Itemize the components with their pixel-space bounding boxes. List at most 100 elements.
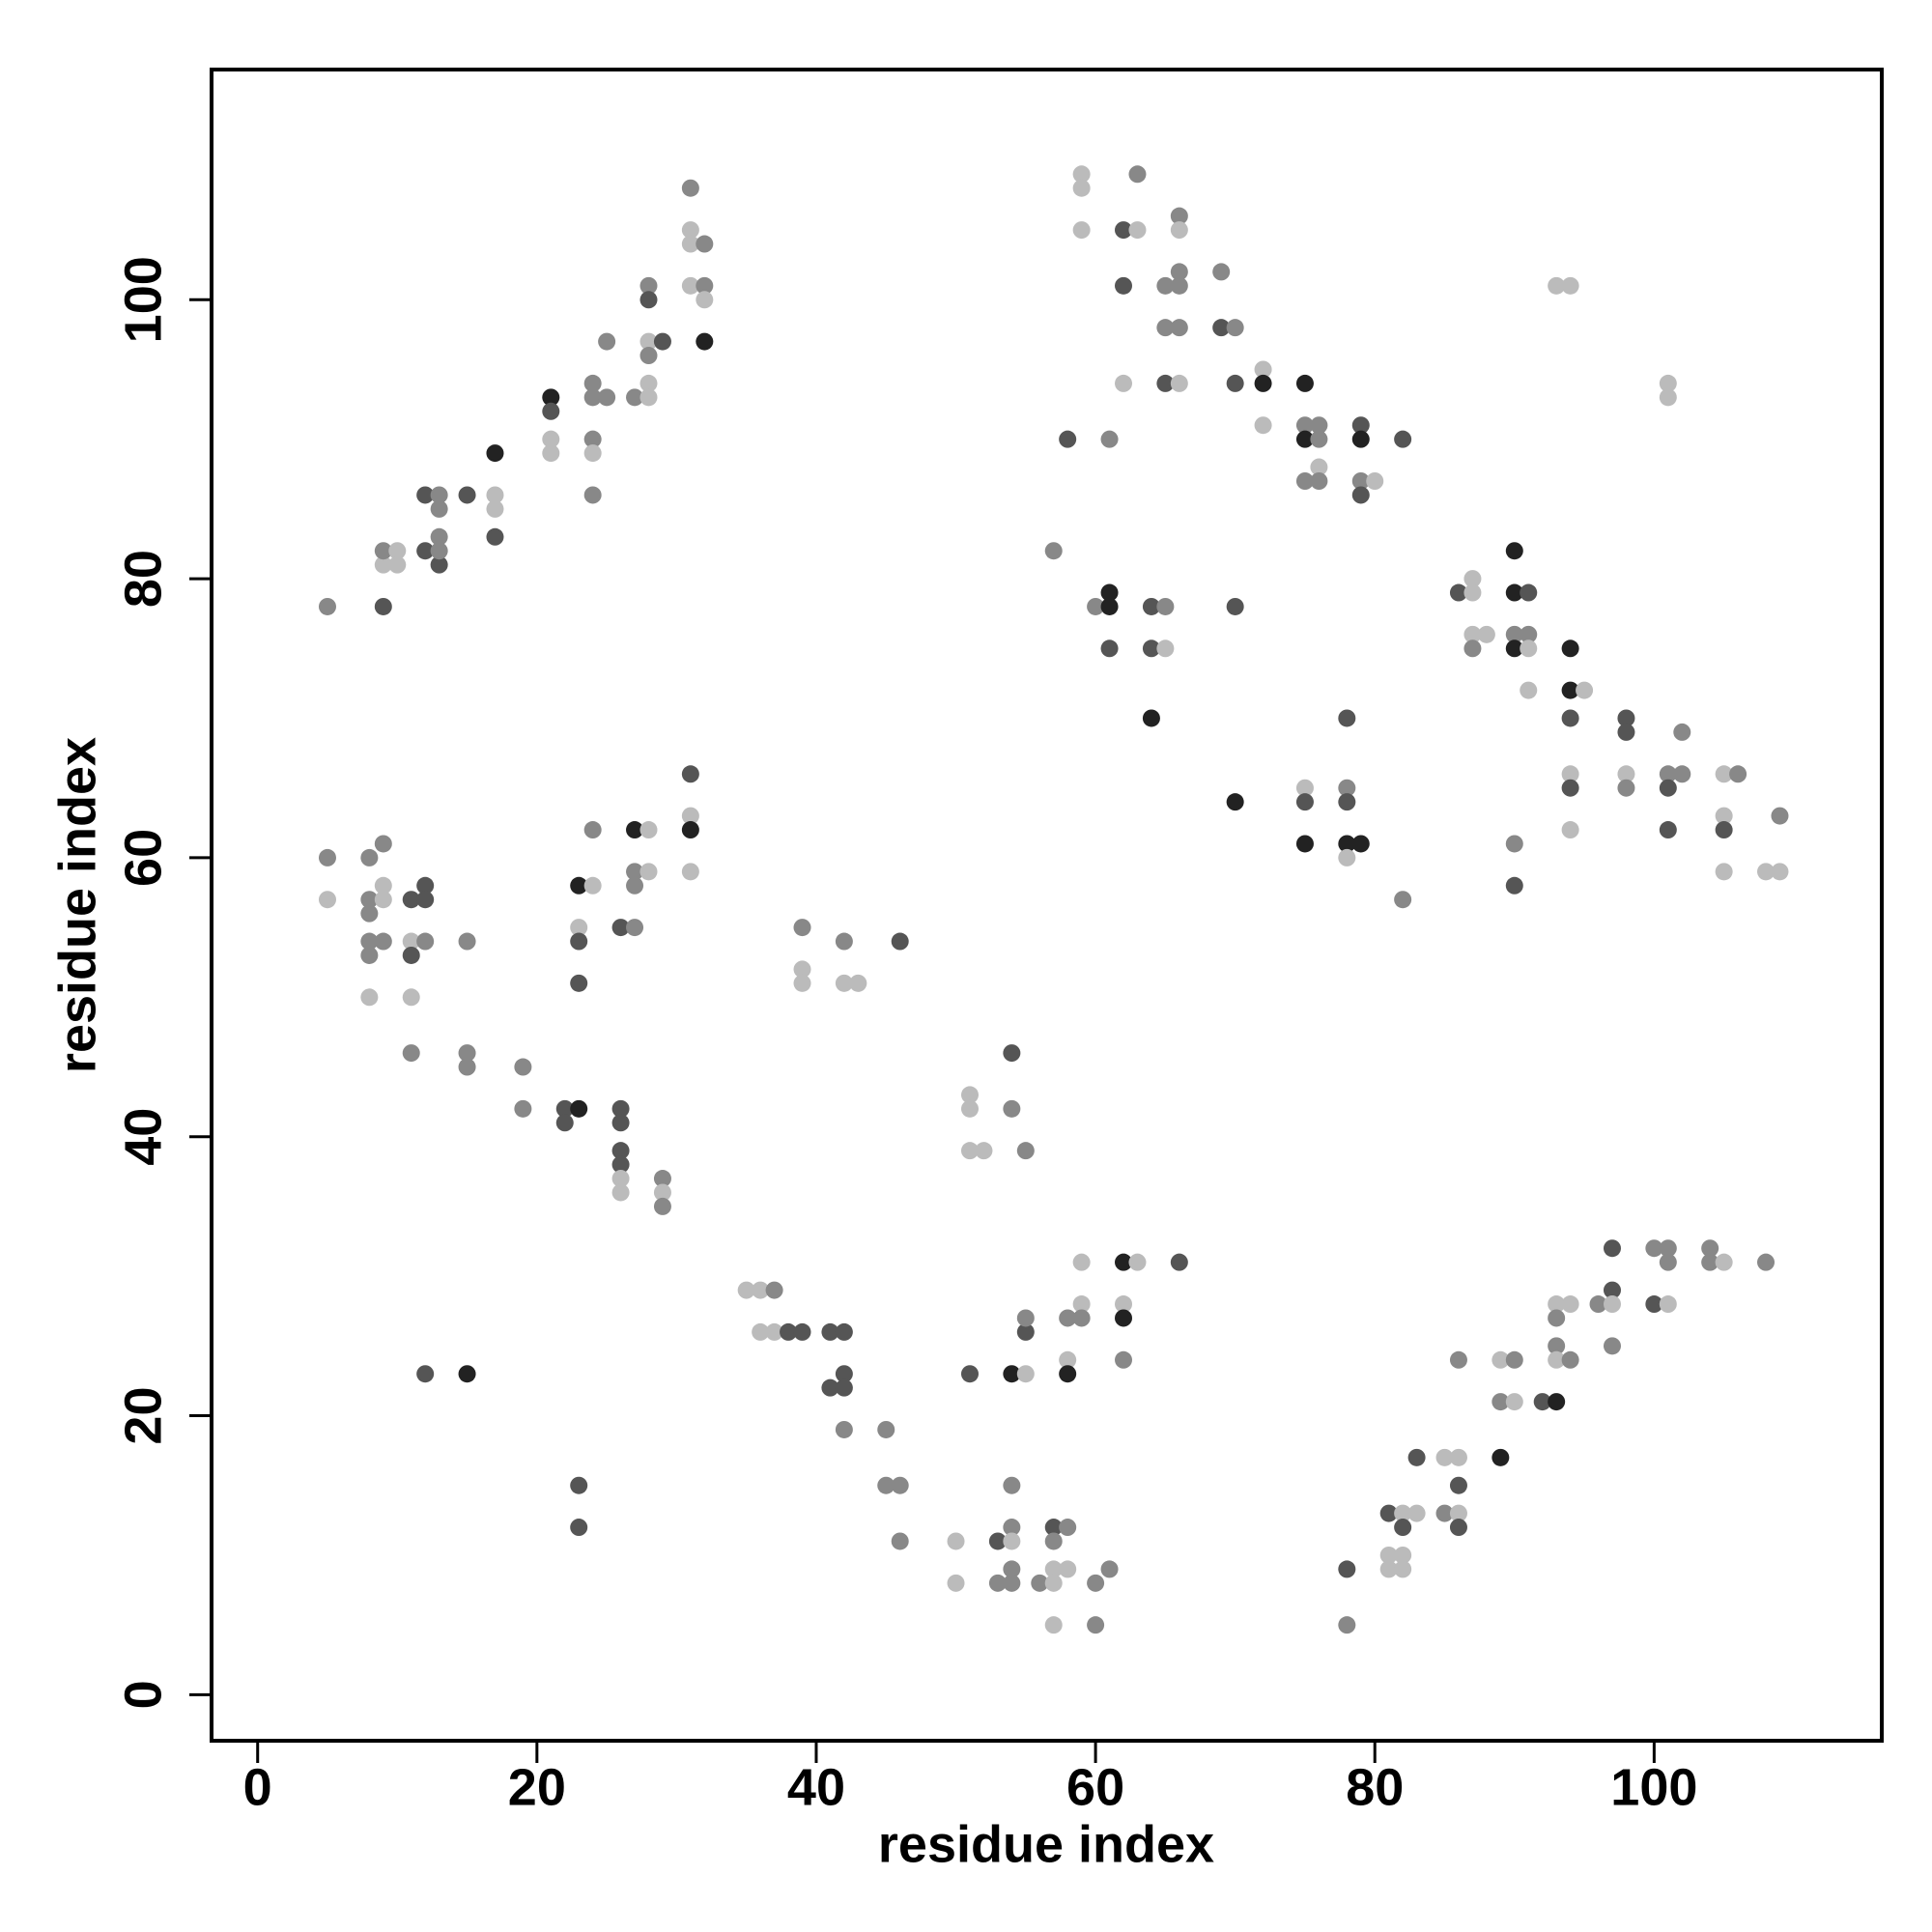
point <box>1659 374 1677 392</box>
point <box>1003 1476 1021 1494</box>
point <box>1659 1253 1677 1271</box>
point <box>570 1099 588 1118</box>
point <box>1617 723 1635 741</box>
point <box>1505 876 1523 895</box>
point <box>1366 472 1384 491</box>
point <box>960 1142 979 1160</box>
point <box>765 1281 783 1299</box>
point <box>1295 779 1314 797</box>
point <box>1715 863 1733 881</box>
point <box>1603 1295 1621 1314</box>
point <box>1170 319 1188 337</box>
point <box>1505 835 1523 853</box>
point <box>681 821 699 839</box>
point <box>1492 1350 1510 1369</box>
point <box>1156 276 1175 295</box>
point <box>1226 793 1244 811</box>
x-axis-title: residue index <box>878 1815 1214 1873</box>
point <box>681 765 699 783</box>
point <box>611 1099 630 1118</box>
point <box>891 932 909 951</box>
point <box>1087 1574 1105 1592</box>
point <box>1295 793 1314 811</box>
point <box>1463 583 1482 602</box>
point <box>1003 1519 1021 1537</box>
point <box>639 332 658 351</box>
point <box>1520 639 1538 658</box>
point <box>1561 1350 1579 1369</box>
point <box>570 932 588 951</box>
point <box>1351 835 1370 853</box>
point <box>849 974 867 992</box>
point <box>542 388 560 407</box>
point <box>1072 165 1091 184</box>
point <box>1435 1448 1454 1466</box>
point <box>1673 723 1691 741</box>
point <box>1003 1365 1021 1383</box>
point <box>1617 709 1635 727</box>
point <box>1115 374 1133 392</box>
point <box>458 1044 476 1063</box>
point <box>430 555 448 574</box>
point <box>402 932 420 951</box>
point <box>1044 1560 1063 1578</box>
point <box>1673 765 1691 783</box>
point <box>1016 1365 1035 1383</box>
x-tick-label: 40 <box>787 1758 845 1816</box>
point <box>1044 1532 1063 1550</box>
point <box>1115 1309 1133 1327</box>
point <box>1463 570 1482 588</box>
point <box>611 1142 630 1160</box>
point <box>583 430 602 448</box>
point <box>1100 1560 1119 1578</box>
point <box>1449 1476 1467 1494</box>
point <box>793 974 811 992</box>
point <box>1561 681 1579 699</box>
point <box>1156 319 1175 337</box>
x-tick-label: 100 <box>1610 1758 1697 1816</box>
point <box>1463 625 1482 643</box>
point <box>1072 221 1091 240</box>
point <box>542 402 560 420</box>
point <box>1115 1253 1133 1271</box>
point <box>1379 1560 1398 1578</box>
point <box>611 1183 630 1202</box>
point <box>696 291 714 309</box>
point <box>835 974 853 992</box>
point <box>1003 1532 1021 1550</box>
point <box>835 1365 853 1383</box>
point <box>1715 821 1733 839</box>
point <box>639 347 658 365</box>
point <box>1059 1560 1077 1578</box>
point <box>1100 583 1119 602</box>
point <box>1449 1448 1467 1466</box>
point <box>1394 1504 1412 1522</box>
point <box>1576 681 1594 699</box>
point <box>821 1322 839 1341</box>
point <box>1561 639 1579 658</box>
point <box>1128 165 1147 184</box>
point <box>1254 374 1272 392</box>
point <box>1100 430 1119 448</box>
point <box>1226 319 1244 337</box>
point <box>681 221 699 240</box>
point <box>1548 1337 1566 1355</box>
point <box>1561 779 1579 797</box>
point <box>1394 1560 1412 1578</box>
point <box>1115 221 1133 240</box>
point <box>626 919 644 937</box>
point <box>1059 1309 1077 1327</box>
point <box>1128 221 1147 240</box>
point <box>626 821 644 839</box>
point <box>1561 765 1579 783</box>
point <box>583 374 602 392</box>
point <box>570 876 588 895</box>
point <box>402 1044 420 1063</box>
point <box>1492 1393 1510 1411</box>
point <box>486 527 504 546</box>
point <box>486 499 504 518</box>
point <box>1505 583 1523 602</box>
point <box>960 1099 979 1118</box>
point <box>1142 709 1160 727</box>
